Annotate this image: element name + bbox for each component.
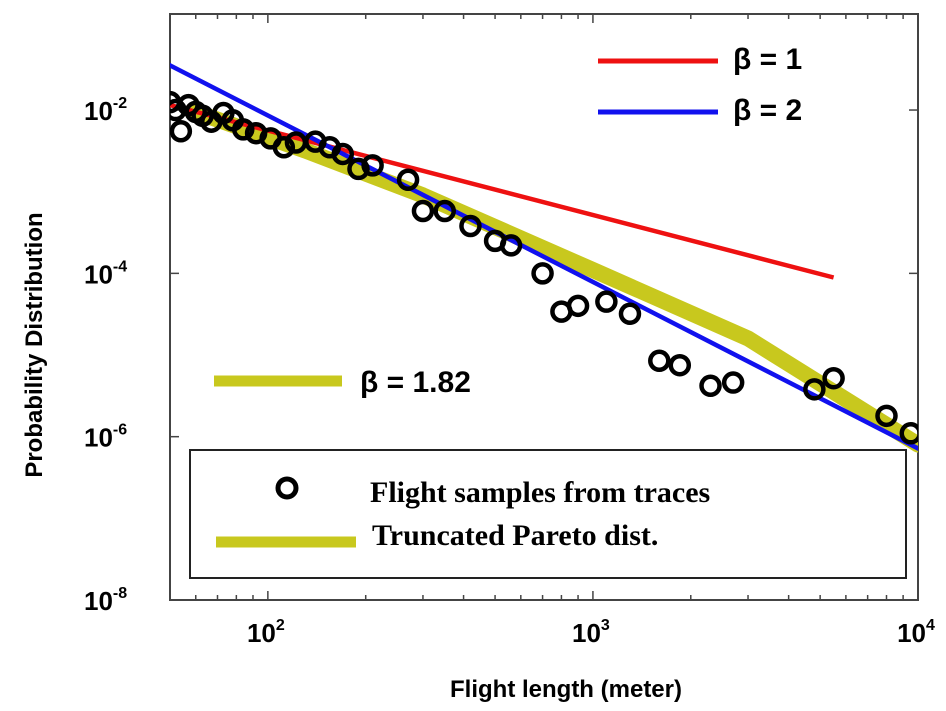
sample-point — [699, 374, 722, 398]
sample-point — [595, 290, 618, 313]
y-tick-label: 10-2 — [84, 95, 127, 126]
pareto-annotation-label: β = 1.82 — [360, 366, 471, 399]
sample-point — [648, 349, 671, 373]
x-tick-label: 102 — [247, 617, 285, 648]
sample-point — [411, 199, 435, 223]
sample-point — [803, 378, 826, 401]
sample-point — [231, 118, 255, 141]
y-tick-label: 10-4 — [84, 258, 127, 289]
sample-point — [499, 234, 523, 257]
y-tick-label: 10-6 — [84, 422, 127, 453]
x-tick-label: 103 — [572, 617, 610, 648]
plot-area — [170, 62, 918, 453]
sample-point — [331, 142, 355, 166]
sample-point — [668, 353, 692, 377]
legend-label-beta2: β = 2 — [733, 94, 802, 127]
y-axis-label: Probability Distribution — [21, 212, 48, 477]
x-axis-label: Flight length (meter) — [450, 676, 682, 703]
tick-labels: 102 103 104 10-2 10-4 10-6 10-8 — [84, 95, 935, 648]
fit-line-2 — [170, 62, 918, 451]
sample-point — [875, 404, 898, 428]
legend-marker-samples — [275, 476, 299, 500]
sample-point — [531, 262, 554, 285]
sample-point — [361, 154, 384, 177]
sample-point — [822, 366, 845, 390]
sample-point — [459, 214, 482, 238]
points-layer — [170, 90, 918, 445]
sample-point — [433, 199, 456, 223]
legend-box — [189, 449, 907, 579]
legend-label-pareto: Truncated Pareto dist. — [372, 519, 658, 552]
x-tick-label: 104 — [897, 617, 935, 648]
sample-point — [396, 168, 420, 192]
sample-point — [721, 371, 745, 394]
sample-point — [170, 119, 193, 143]
y-tick-label: 10-8 — [84, 585, 127, 616]
sample-point — [618, 302, 642, 326]
sample-point — [170, 98, 187, 122]
sample-point — [347, 157, 370, 181]
sample-point — [272, 136, 296, 159]
legend-label-beta1: β = 1 — [733, 43, 802, 76]
sample-point — [566, 294, 590, 318]
legend-label-samples: Flight samples from traces — [370, 476, 710, 509]
sample-point — [899, 422, 918, 445]
